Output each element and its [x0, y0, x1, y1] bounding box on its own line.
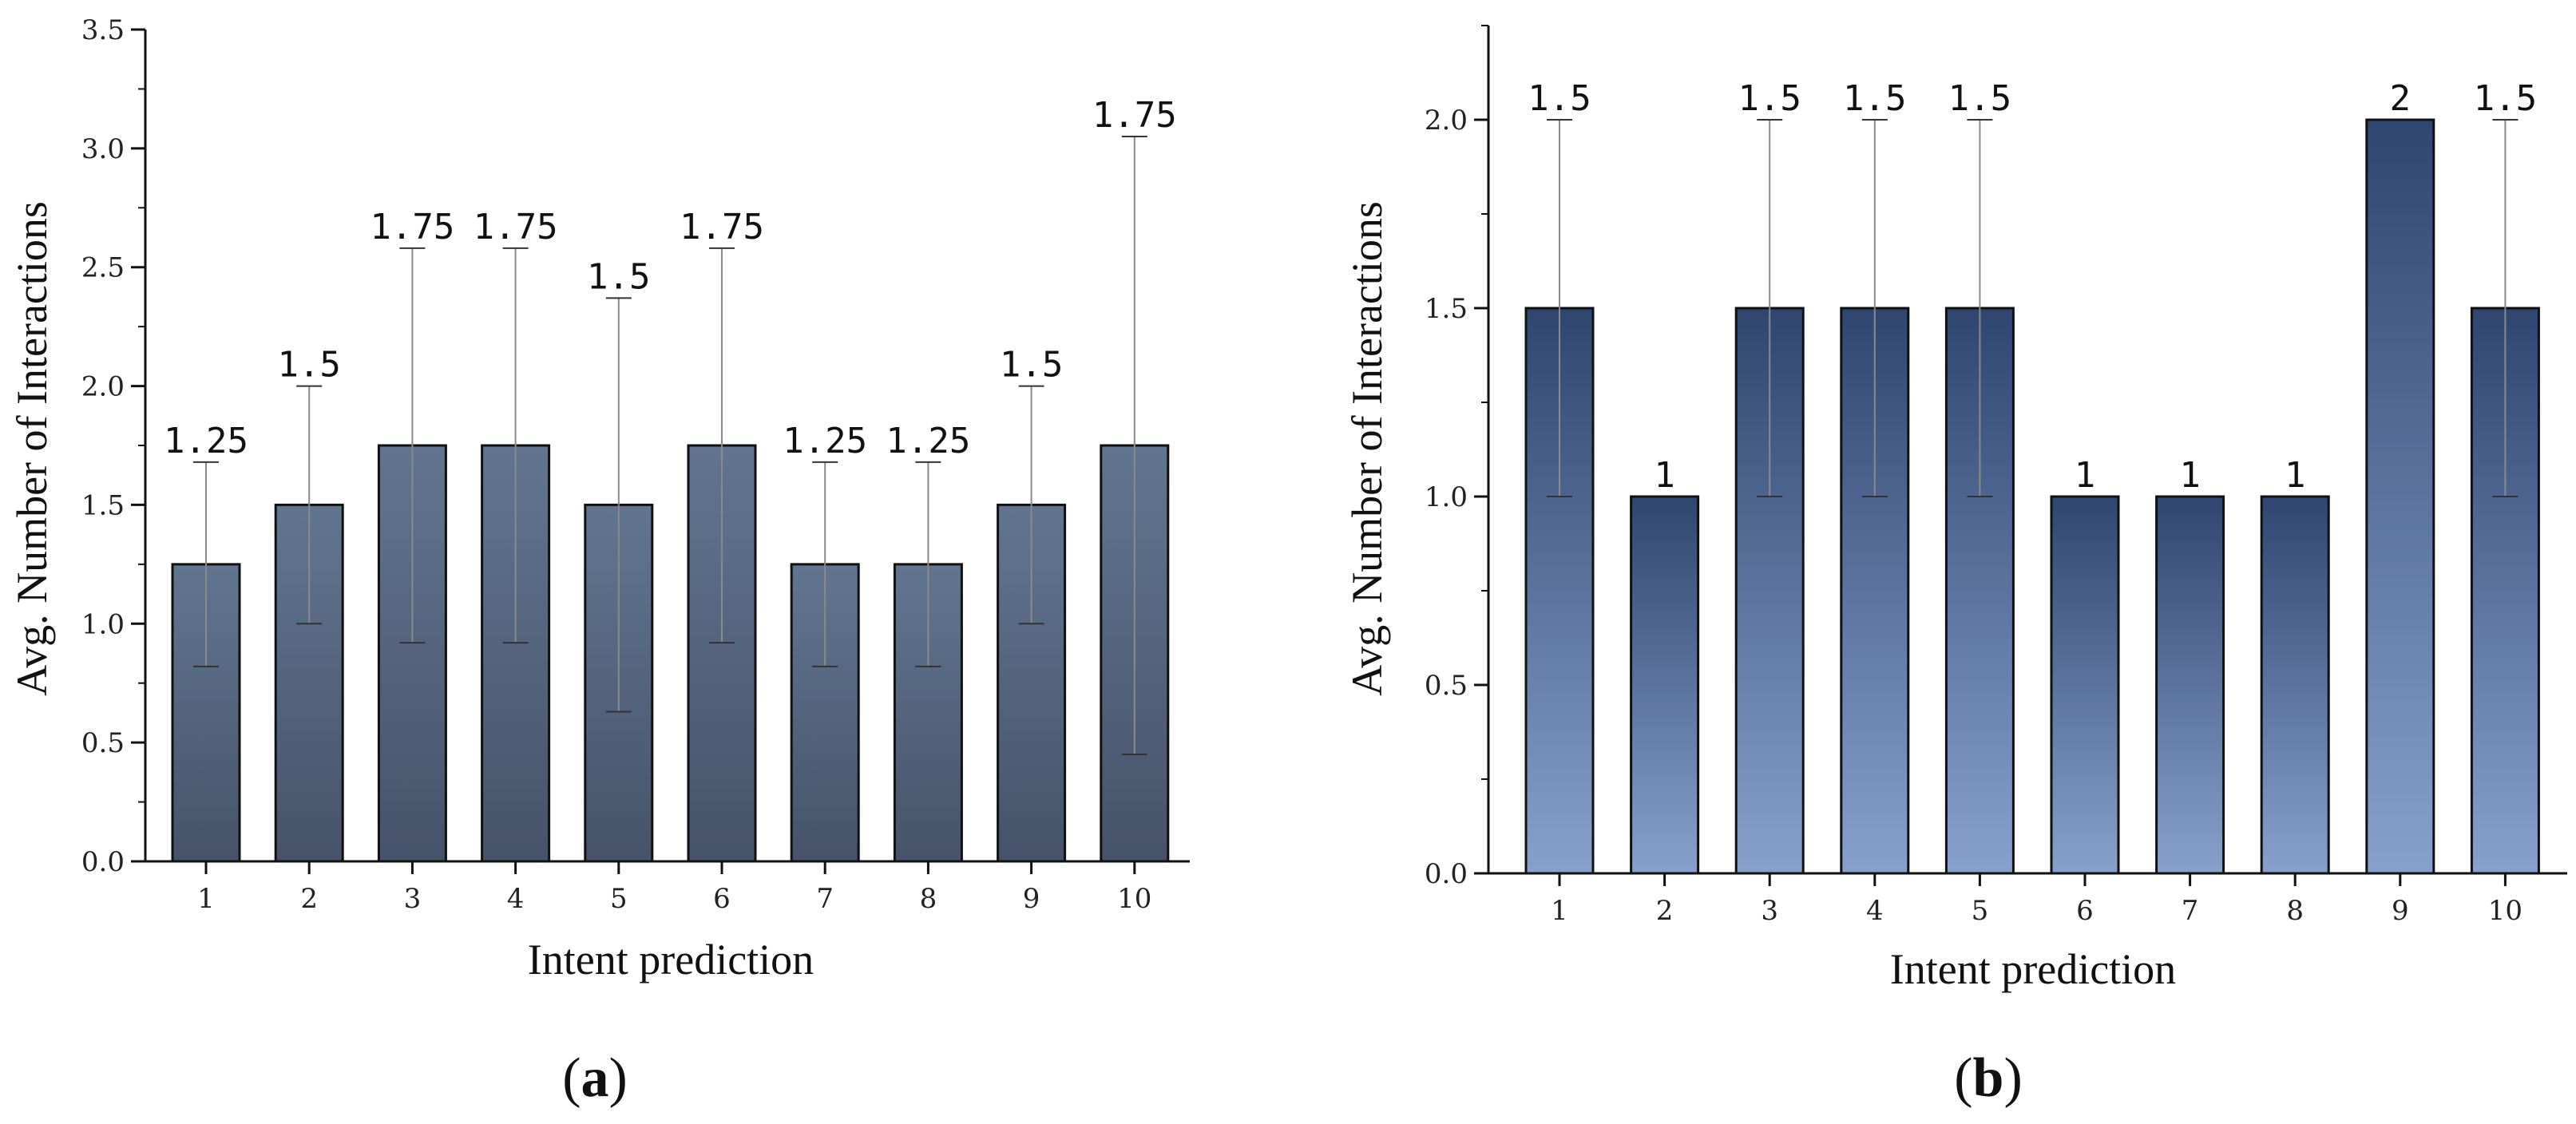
x-tick-label-b: 6: [2076, 895, 2094, 927]
x-tick-label-a: 1: [197, 883, 215, 915]
value-label-b: 1.5: [1843, 78, 1906, 119]
y-axis-title-b: Avg. Number of Interactions: [1343, 201, 1391, 696]
y-tick-label-a: 3.0: [81, 133, 125, 165]
y-tick-label-a: 1.5: [81, 489, 125, 521]
x-tick-label-b: 7: [2182, 895, 2199, 927]
chart-panel-b: Avg. Number of Interactions Intent predi…: [1343, 25, 2567, 1109]
value-label-a: 1.25: [164, 421, 248, 461]
y-tick-label-a: 3.5: [81, 14, 125, 46]
bar-b: [2155, 495, 2225, 875]
bar-b: [2260, 495, 2330, 875]
x-tick-label-a: 7: [816, 883, 834, 915]
x-tick-label-a: 4: [507, 883, 525, 915]
y-tick-label-b: 2.0: [1425, 105, 1468, 137]
value-label-b: 2: [2390, 78, 2412, 119]
value-label-a: 1.75: [1092, 95, 1177, 136]
value-label-b: 1: [2075, 455, 2096, 496]
x-axis-title-a: Intent prediction: [528, 936, 814, 984]
value-label-a: 1.5: [1000, 345, 1063, 386]
x-tick-label-b: 8: [2286, 895, 2304, 927]
value-label-b: 1.5: [2474, 78, 2537, 119]
panel-label-a: (a): [562, 1047, 628, 1109]
y-tick-label-b: 0.0: [1425, 858, 1468, 890]
value-label-b: 1.5: [1948, 78, 2011, 119]
y-tick-label-a: 2.0: [81, 371, 125, 403]
value-label-b: 1: [2285, 455, 2306, 496]
y-tick-label-a: 0.5: [81, 727, 125, 759]
x-tick-label-a: 3: [404, 883, 422, 915]
value-label-a: 1.75: [680, 207, 764, 247]
x-tick-label-b: 3: [1761, 895, 1778, 927]
bar-b: [2050, 495, 2120, 875]
bar-b: [1630, 495, 1700, 875]
value-label-b: 1: [1654, 455, 1675, 496]
chart-panel-a: Avg. Number of Interactions Intent predi…: [8, 14, 1190, 1109]
x-tick-label-a: 6: [713, 883, 731, 915]
x-tick-label-b: 4: [1866, 895, 1884, 927]
value-label-a: 1.75: [370, 207, 454, 247]
y-tick-label-b: 0.5: [1425, 670, 1468, 702]
value-label-b: 1.5: [1528, 78, 1591, 119]
value-label-a: 1.5: [277, 345, 340, 386]
value-label-a: 1.5: [587, 256, 650, 297]
y-tick-label-b: 1.5: [1425, 293, 1468, 325]
y-axis-title-a: Avg. Number of Interactions: [8, 201, 56, 696]
y-tick-label-a: 0.0: [81, 846, 125, 878]
y-tick-label-a: 2.5: [81, 252, 125, 284]
x-tick-label-a: 8: [920, 883, 937, 915]
x-tick-label-b: 2: [1656, 895, 1674, 927]
panel-label-b: (b): [1954, 1047, 2023, 1109]
value-label-a: 1.25: [886, 421, 970, 461]
value-label-b: 1: [2179, 455, 2201, 496]
x-tick-label-b: 9: [2392, 895, 2409, 927]
value-label-a: 1.75: [474, 207, 558, 247]
y-tick-label-b: 1.0: [1425, 481, 1468, 513]
x-tick-label-a: 2: [300, 883, 318, 915]
value-label-a: 1.25: [783, 421, 867, 461]
x-tick-label-b: 1: [1551, 895, 1568, 927]
y-tick-label-a: 1.0: [81, 608, 125, 640]
x-tick-label-a: 10: [1117, 883, 1151, 915]
x-axis-title-b: Intent prediction: [1890, 945, 2176, 993]
x-tick-label-b: 5: [1972, 895, 1989, 927]
x-tick-label-b: 10: [2488, 895, 2522, 927]
value-label-b: 1.5: [1738, 78, 1801, 119]
x-tick-label-a: 9: [1023, 883, 1040, 915]
x-tick-label-a: 5: [610, 883, 628, 915]
bar-b: [2365, 118, 2435, 875]
